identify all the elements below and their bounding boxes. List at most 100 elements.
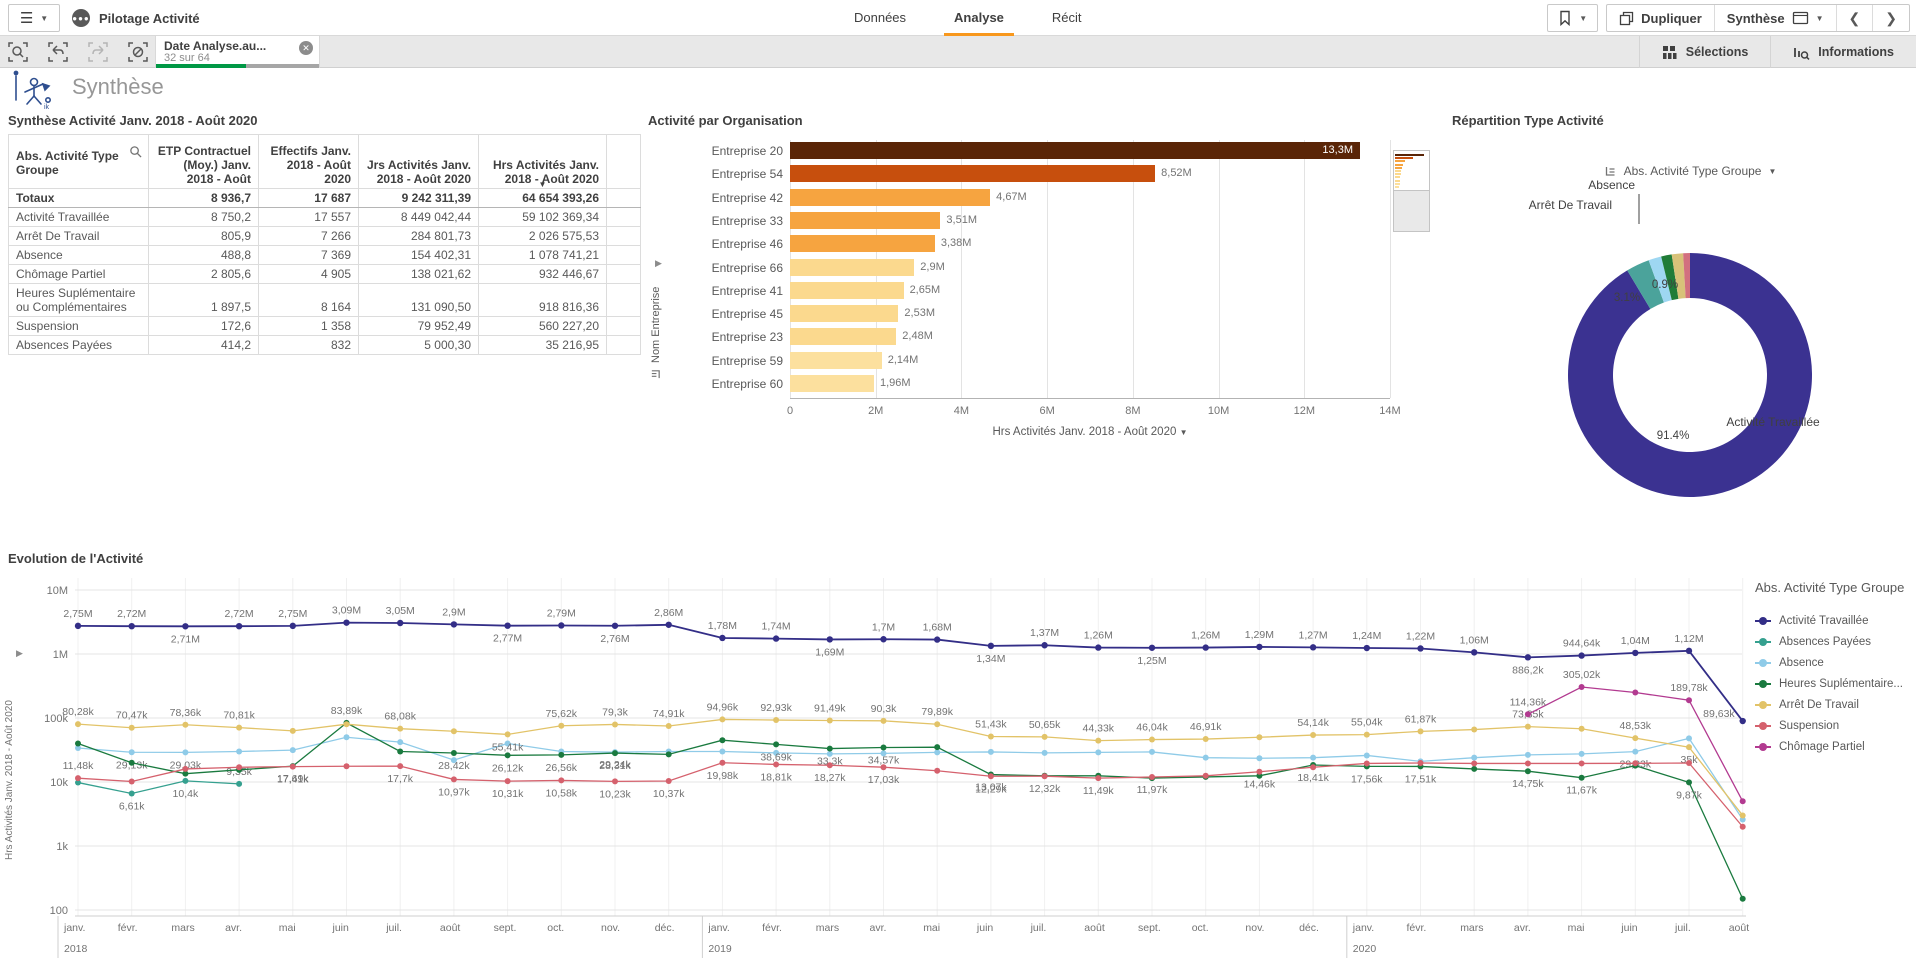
data-point[interactable] [558,777,565,784]
donut-slice[interactable] [1683,253,1690,299]
table-row[interactable]: Heures Suplémentaire ou Complémentaires 1… [8,283,641,317]
selection-search-button[interactable] [6,40,30,64]
data-point[interactable] [1739,895,1746,902]
data-point[interactable] [1041,749,1048,756]
data-point[interactable] [719,759,726,766]
data-point[interactable] [235,622,243,630]
data-point[interactable] [1202,754,1209,761]
tab-données[interactable]: Données [854,10,907,25]
data-point[interactable] [665,621,672,628]
data-point[interactable] [773,741,780,748]
data-point[interactable] [826,762,833,769]
data-point[interactable] [719,737,726,744]
barchart-x-axis-selector[interactable]: Hrs Activités Janv. 2018 - Août 2020 ▼ [992,426,1188,438]
data-point[interactable] [182,777,189,784]
data-point[interactable] [987,773,994,780]
bar[interactable]: 3,51M [790,211,977,229]
data-point[interactable] [665,751,672,758]
column-header[interactable]: ETP Contractuel (Moy.) Janv. 2018 - Août [148,134,259,189]
data-point[interactable] [1632,735,1639,742]
data-point[interactable] [1095,749,1102,756]
data-point[interactable] [1578,774,1585,781]
next-sheet-button[interactable]: ❯ [1872,5,1909,31]
data-point[interactable] [1524,768,1531,775]
data-point[interactable] [75,744,81,751]
data-point[interactable] [665,723,672,730]
data-point[interactable] [343,763,350,770]
data-point[interactable] [236,724,243,731]
data-point[interactable] [558,622,565,629]
data-point[interactable] [1095,644,1102,651]
legend-item[interactable]: Activité Travaillée [1755,610,1915,631]
legend-item[interactable]: Suspension [1755,715,1915,736]
tab-récit[interactable]: Récit [1051,10,1082,25]
data-point[interactable] [1256,643,1263,651]
data-point[interactable] [1310,754,1317,761]
donut-slice[interactable] [1671,253,1686,299]
kpi-table[interactable]: Abs. Activité Type Groupe ETP Contractuel… [8,134,641,355]
table-row[interactable]: Chômage Partiel 2 805,6 4 905 138 021,62 932… [8,264,641,284]
donut-slice[interactable] [1648,256,1672,303]
bar[interactable]: 8,52M [790,165,1192,183]
clear-selections-button[interactable] [126,40,150,64]
data-point[interactable] [1686,779,1692,786]
data-point[interactable] [450,728,457,735]
data-point[interactable] [1632,748,1639,755]
data-point[interactable] [1686,744,1692,751]
data-point[interactable] [236,780,243,787]
data-point[interactable] [1363,644,1371,652]
data-point[interactable] [934,744,941,751]
legend-item[interactable]: Heures Suplémentaire... [1755,673,1915,694]
data-point[interactable] [128,778,135,785]
data-point[interactable] [236,748,243,755]
data-point[interactable] [934,721,941,728]
bookmark-button[interactable]: ▼ [1547,4,1599,32]
donut-slice[interactable] [1568,253,1812,497]
data-point[interactable] [397,739,404,746]
data-point[interactable] [987,642,995,650]
line-series[interactable]: 2,75M 2,72M 2,71M 2,72M 2,75M 3,09M 3,05M 2,9M 2… [63,605,1746,725]
data-point[interactable] [719,634,726,642]
data-point[interactable] [880,717,887,724]
column-header[interactable]: Jrs Activités Janv. 2018 - Août 2020 [358,134,479,189]
data-point[interactable] [128,790,135,797]
data-point[interactable] [1417,760,1424,767]
data-point[interactable] [1578,750,1585,757]
data-point[interactable] [128,749,135,756]
data-point[interactable] [1149,748,1155,755]
data-point[interactable] [1417,645,1424,652]
data-point[interactable] [75,775,81,782]
donut-slice[interactable] [1627,260,1664,309]
data-point[interactable] [1041,733,1048,740]
data-point[interactable] [450,749,457,756]
bar[interactable]: 4,67M [790,188,1027,206]
data-point[interactable] [1686,735,1692,742]
data-point[interactable] [772,635,780,642]
data-point[interactable] [236,764,243,771]
bar[interactable]: 1,96M [790,375,911,392]
line-series[interactable]: 17,69k 83,89k 28,42k 26,12k 26,56k 28,31k 38,6… [75,705,1746,902]
data-point[interactable] [1739,812,1746,819]
data-point[interactable] [1632,760,1639,767]
data-point[interactable] [1095,775,1102,782]
global-menu-button[interactable]: ☰ ▼ [8,4,60,32]
data-point[interactable] [1578,725,1585,732]
table-row[interactable]: Absences Payées 414,2 832 5 000,30 35 216,95 [8,335,641,355]
data-point[interactable] [289,622,296,630]
table-row[interactable]: Activité Travaillée 8 750,2 17 557 8 449 04… [8,207,641,227]
data-point[interactable] [719,748,726,755]
data-point[interactable] [1578,760,1585,767]
selections-tool-button[interactable]: Sélections [1638,36,1771,68]
search-icon[interactable] [129,145,142,161]
data-point[interactable] [504,622,511,629]
data-point[interactable] [397,763,404,770]
data-point[interactable] [1417,728,1424,735]
data-point[interactable] [1256,734,1263,741]
data-point[interactable] [1256,768,1263,775]
data-point[interactable] [1256,755,1263,762]
data-point[interactable] [987,733,994,740]
table-row[interactable]: Totaux 8 936,7 17 687 9 242 311,39 64 654 39… [8,188,641,208]
data-point[interactable] [1524,723,1531,730]
donut-slice[interactable] [1661,254,1679,301]
